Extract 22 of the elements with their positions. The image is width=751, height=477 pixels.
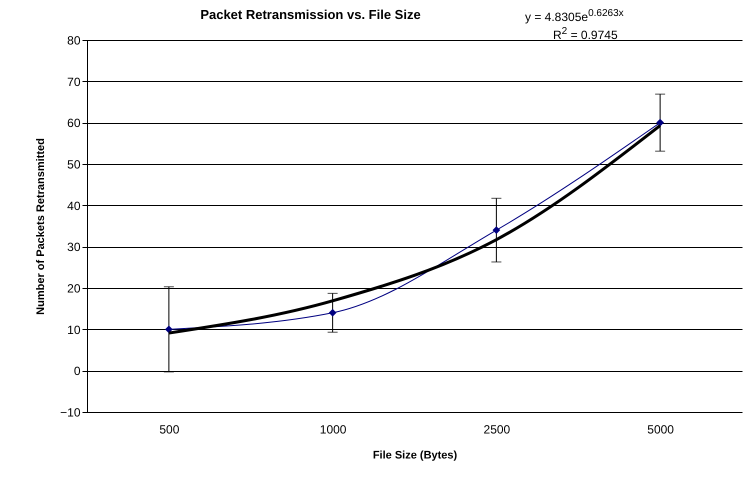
y-tick-label: 80 xyxy=(67,34,81,48)
y-tick-label: 50 xyxy=(67,158,81,172)
annotation: R$^{2}$ = 0.9745 xyxy=(553,26,618,42)
point xyxy=(328,308,336,317)
y-tick-label: 30 xyxy=(67,240,81,254)
x-tick-label: 1000 xyxy=(320,422,347,436)
y-tick-label: 70 xyxy=(67,74,81,89)
x-axis-title: File Size (Bytes) xyxy=(372,450,458,462)
x-tick-label: 2500 xyxy=(484,422,511,436)
y-tick-label: −10 xyxy=(60,406,81,420)
point xyxy=(492,226,500,234)
y-tick-label: 0 xyxy=(74,364,81,378)
y-axis-title: Number of Packets Retransmitted xyxy=(35,138,48,315)
chart-title: Packet Retransmission vs. File Size xyxy=(200,7,421,22)
text: y = 4.8305e$^{0.6263x}$ xyxy=(525,8,624,24)
x-tick-label: 500 xyxy=(159,422,180,436)
y-tick-label: 20 xyxy=(67,282,81,296)
x-tick-label: 5000 xyxy=(647,422,674,436)
y-tick-label: 60 xyxy=(67,116,81,130)
y-tick-label: 40 xyxy=(67,198,81,213)
y-tick-label: 10 xyxy=(67,322,81,337)
point xyxy=(656,118,664,127)
